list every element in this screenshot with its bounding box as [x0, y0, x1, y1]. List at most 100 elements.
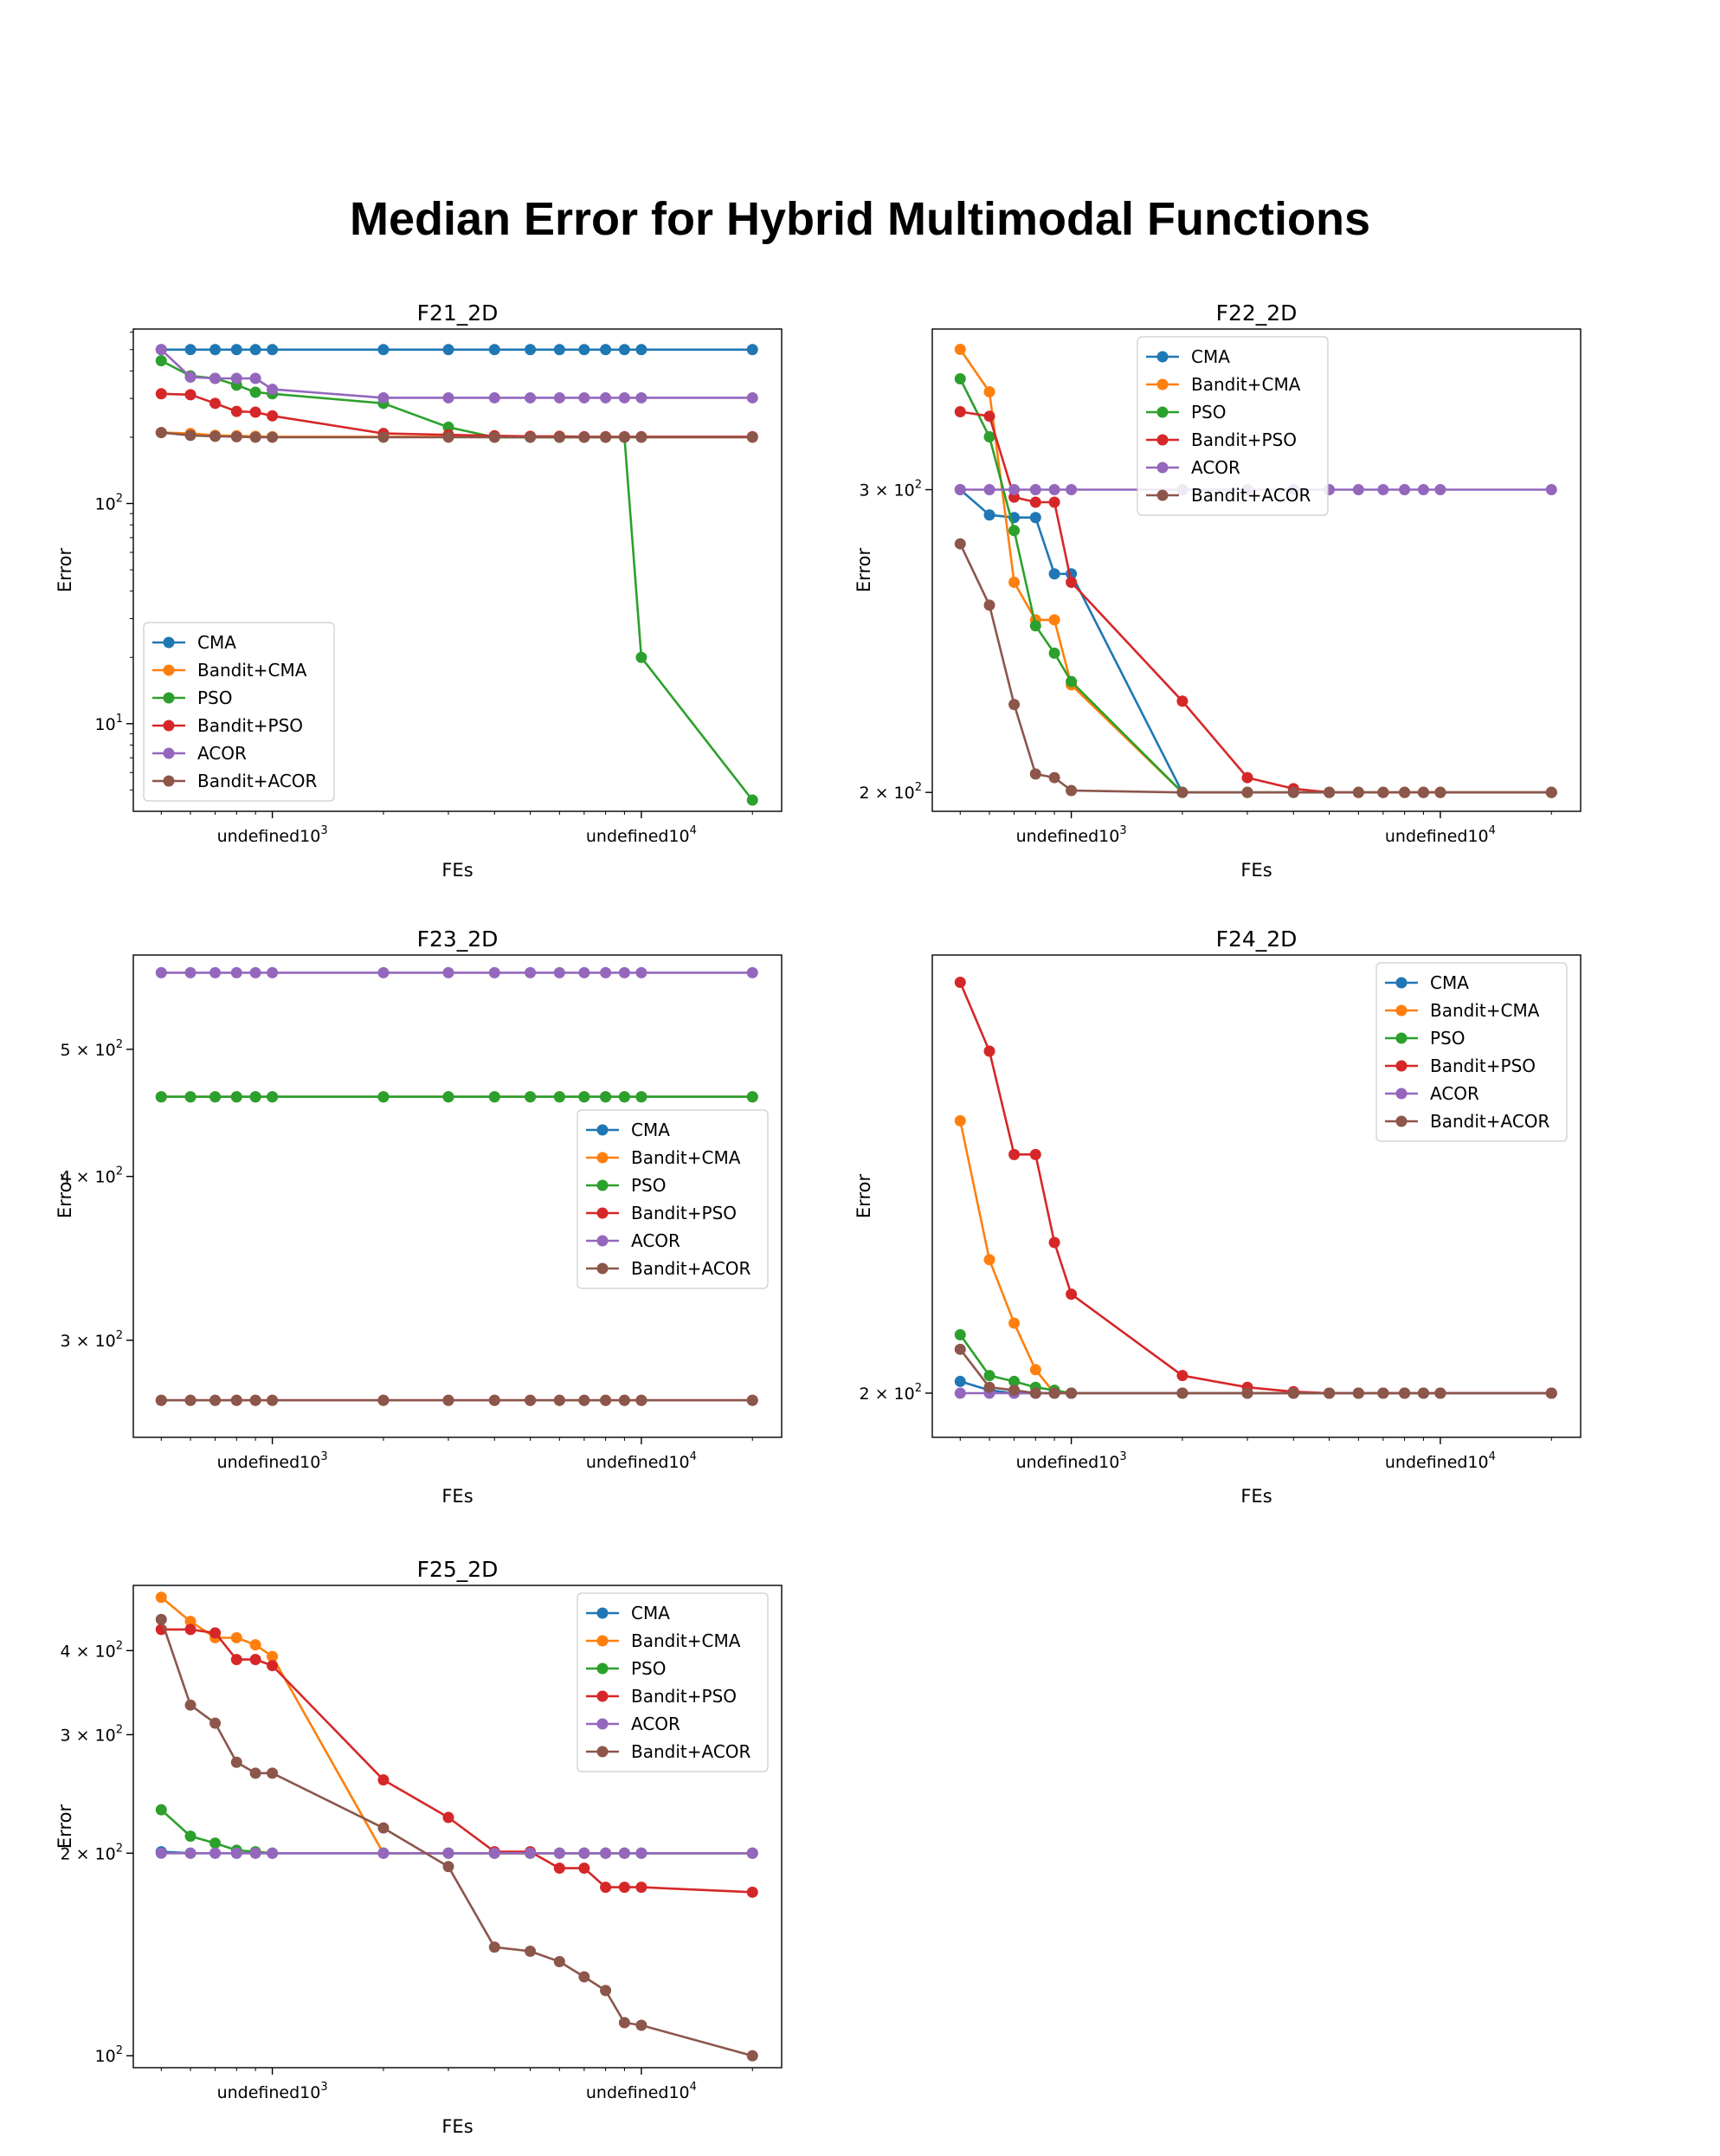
series-bandit-acor [155, 1613, 758, 2062]
data-point [1048, 1387, 1060, 1399]
figure-title: Median Error for Hybrid Multimodal Funct… [349, 193, 1371, 245]
data-point [155, 344, 167, 356]
data-point [230, 430, 242, 442]
data-point [209, 1394, 222, 1406]
data-point [1241, 786, 1253, 798]
data-point [249, 431, 261, 443]
data-point [618, 1847, 630, 1859]
legend-label: ACOR [631, 1714, 680, 1734]
series-line [959, 1333, 1552, 1395]
data-point [155, 1591, 167, 1604]
data-point [1434, 786, 1446, 798]
data-point [600, 1882, 612, 1894]
subplot-title: F22_2D [1216, 300, 1298, 326]
data-point [1066, 784, 1078, 797]
legend-frame [577, 1109, 769, 1289]
subplot-title: F24_2D [1216, 926, 1298, 952]
data-point [1377, 1387, 1389, 1399]
series-cma [155, 344, 758, 356]
data-point [1029, 1364, 1041, 1376]
series-pso [155, 1804, 758, 1859]
y-tick-label: 4 × 102 [60, 1639, 123, 1661]
data-point [1029, 484, 1041, 496]
axes-frame [132, 328, 783, 812]
data-point [525, 1394, 537, 1406]
x-tick-label: undefined104 [586, 1450, 697, 1472]
data-point [442, 1811, 454, 1824]
plot-area [155, 344, 758, 806]
legend-marker [1156, 406, 1169, 418]
x-axis-label: FEs [441, 2116, 473, 2137]
data-point [267, 431, 279, 443]
legend-label: ACOR [1430, 1083, 1479, 1104]
data-point [578, 1862, 590, 1875]
data-point [267, 410, 279, 422]
x-tick-label: undefined103 [1016, 1450, 1127, 1472]
legend-label: Bandit+CMA [631, 1630, 741, 1651]
y-tick-label: 4 × 102 [60, 1165, 123, 1187]
legend-label: PSO [1191, 402, 1227, 423]
data-point [1048, 568, 1060, 580]
data-point [488, 1941, 500, 1953]
data-point [230, 344, 242, 356]
legend-marker [163, 664, 175, 676]
data-point [954, 1343, 966, 1355]
data-point [1417, 484, 1429, 496]
data-point [1048, 771, 1060, 784]
legend-item: PSO [1146, 402, 1227, 423]
data-point [525, 431, 537, 443]
data-point [1352, 786, 1364, 798]
legend-marker [163, 720, 175, 732]
y-axis-label: Error [55, 1174, 75, 1219]
data-point [209, 1717, 222, 1729]
y-tick-label: 3 × 102 [60, 1329, 123, 1351]
data-point [635, 1091, 647, 1103]
data-point [635, 391, 647, 403]
series-line [161, 392, 753, 438]
series-line [160, 1618, 753, 2057]
data-point [954, 406, 966, 418]
axes-frame [132, 1585, 783, 2069]
data-point [377, 391, 390, 403]
x-tick-label: undefined103 [1016, 824, 1127, 846]
data-point [230, 405, 242, 417]
data-point [209, 372, 222, 384]
data-point [1399, 786, 1411, 798]
data-point [746, 1091, 758, 1103]
legend: CMA Bandit+CMA PSO Bandit+PSO ACOR Bandit+ACO… [1137, 336, 1329, 516]
data-point [442, 1394, 454, 1406]
legend-label: Bandit+PSO [197, 715, 303, 736]
y-tick-label: 5 × 102 [60, 1038, 123, 1060]
data-point [746, 1394, 758, 1406]
legend-frame [1375, 962, 1568, 1142]
data-point [249, 1767, 261, 1779]
data-point [377, 966, 390, 978]
data-point [1399, 1387, 1411, 1399]
data-point [249, 386, 261, 398]
data-point [635, 966, 647, 978]
x-tick-label: undefined103 [217, 2081, 328, 2102]
data-point [1066, 484, 1078, 496]
data-point [1377, 484, 1389, 496]
data-point [1417, 1387, 1429, 1399]
data-point [983, 484, 995, 496]
x-tick-label: undefined104 [1385, 1450, 1496, 1472]
legend-marker [1156, 462, 1169, 474]
subplot-f23_2d: F23_2D undefined103 undefined104 3 × 102 4 ×… [55, 926, 783, 1507]
data-point [184, 371, 196, 384]
data-point [600, 1847, 612, 1859]
data-point [209, 966, 222, 978]
data-point [1176, 786, 1189, 798]
data-point [155, 1091, 167, 1103]
data-point [578, 1847, 590, 1859]
legend-marker [596, 1152, 609, 1164]
data-point [1241, 1387, 1253, 1399]
series-bandit-acor [155, 1394, 758, 1406]
data-point [1176, 1370, 1189, 1382]
legend-item: PSO [1385, 1028, 1466, 1049]
data-point [1048, 484, 1060, 496]
legend-label: Bandit+PSO [631, 1686, 737, 1707]
data-point [635, 1882, 647, 1894]
data-point [983, 1370, 995, 1382]
legend-item: ACOR [152, 743, 247, 764]
